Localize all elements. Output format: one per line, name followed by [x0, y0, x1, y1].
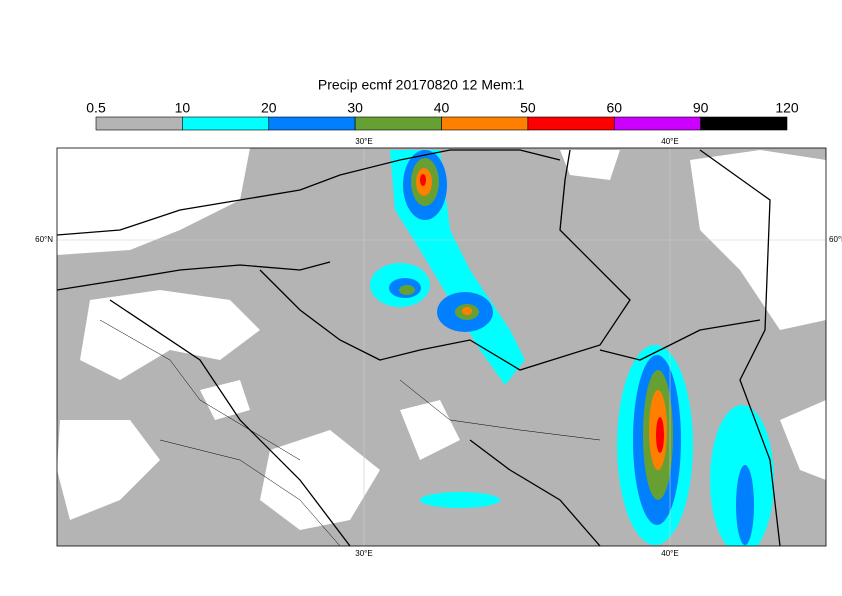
colorbar-label: 40 — [434, 100, 450, 116]
colorbar-swatch — [354, 116, 442, 131]
borders — [57, 149, 781, 546]
precip-area — [399, 285, 415, 295]
precip-area — [420, 174, 426, 186]
colorbar-label: 30 — [347, 100, 363, 116]
colorbar-swatch — [95, 116, 183, 131]
lon-label: 40°E — [661, 549, 678, 558]
regions — [99, 319, 601, 546]
dry-areas — [57, 148, 826, 530]
lon-label: 30°E — [355, 549, 372, 558]
colorbar-label: 0.5 — [86, 100, 106, 116]
colorbar-label: 60 — [606, 100, 622, 116]
precip-area — [656, 417, 664, 453]
graticule — [57, 148, 826, 546]
colorbar-swatch — [268, 116, 356, 131]
colorbar-label: 120 — [775, 100, 799, 116]
colorbar-label: 20 — [261, 100, 277, 116]
precip-area — [736, 465, 754, 545]
colorbar-label: 10 — [175, 100, 191, 116]
colorbar: 0.5 10 20 30 40 50 60 90 120 — [86, 100, 799, 131]
colorbar-swatch — [182, 116, 270, 131]
title: Precip ecmf 20170820 12 Mem:1 — [318, 77, 524, 93]
lon-label: 40°E — [661, 137, 678, 146]
colorbar-label: 50 — [520, 100, 536, 116]
colorbar-swatch — [441, 116, 529, 131]
colorbar-swatch — [527, 116, 615, 131]
colorbar-swatch — [613, 116, 701, 131]
colorbar-label: 90 — [693, 100, 709, 116]
precip-area — [420, 492, 500, 508]
lat-label: 60°N — [35, 235, 53, 244]
lon-label: 30°E — [355, 137, 372, 146]
colorbar-swatch — [700, 116, 788, 131]
map-frame — [56, 147, 827, 547]
lat-label: 60°N — [829, 235, 842, 244]
precip-area — [462, 307, 472, 315]
map — [57, 148, 826, 546]
